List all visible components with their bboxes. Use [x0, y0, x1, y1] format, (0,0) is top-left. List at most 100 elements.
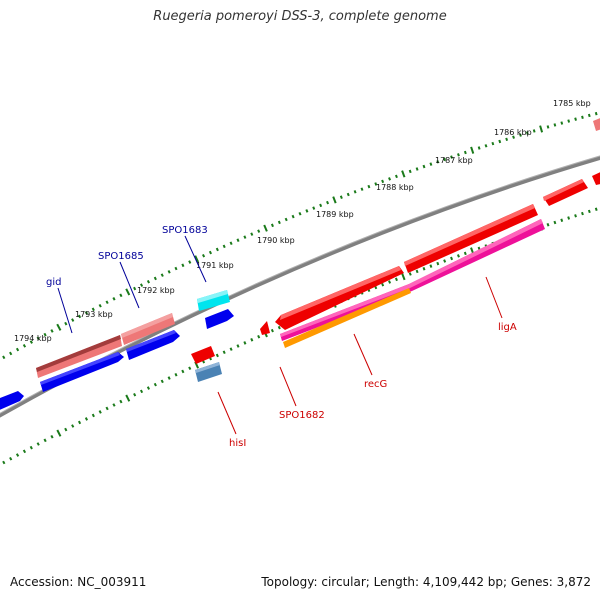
scale-tick [450, 256, 454, 261]
scale-tick [257, 334, 261, 339]
scale-tick [284, 217, 288, 222]
scale-tick [443, 259, 447, 263]
accession-text: Accession: NC_003911 [10, 575, 147, 589]
scale-tick [257, 229, 261, 233]
scale-tick [484, 144, 488, 148]
scale-tick [470, 146, 475, 154]
scale-tick [91, 413, 95, 418]
scale-tick [201, 253, 206, 258]
scale-tick [188, 366, 192, 371]
scale-tick [153, 382, 157, 387]
gene-pink-right [593, 118, 600, 131]
scale-tick [394, 174, 398, 179]
scale-tick [408, 272, 412, 276]
scale-tick [215, 247, 219, 252]
scale-tick [567, 216, 571, 220]
gene-red-right-2 [592, 172, 600, 185]
tick-label-1786: 1786 kbp [494, 128, 532, 137]
gene-steel [195, 362, 222, 382]
scale-tick [291, 214, 295, 219]
scale-tick [381, 179, 385, 184]
scale-tick [208, 250, 213, 255]
scale-tick [456, 254, 460, 258]
scale-tick [181, 263, 185, 268]
genome-summary-text: Topology: circular; Length: 4,109,442 bp… [261, 575, 591, 589]
scale-tick [388, 280, 392, 284]
scale-tick [98, 303, 102, 308]
scale-tick [222, 244, 226, 249]
scale-tick [298, 211, 302, 216]
scale-tick [2, 460, 6, 465]
scale-tick [146, 279, 151, 284]
gene-label-ligA: ligA [498, 322, 517, 333]
scale-tick [160, 273, 164, 277]
scale-tick [346, 192, 350, 197]
scale-tick [167, 376, 171, 380]
outer-scale-ring [2, 111, 598, 360]
scale-tick [539, 125, 544, 133]
scale-tick [505, 137, 509, 142]
scale-tick [139, 283, 144, 287]
scale-tick [174, 372, 178, 377]
scale-tick [133, 392, 137, 397]
scale-tick [22, 449, 27, 454]
scale-tick [9, 351, 13, 356]
scale-tick [360, 187, 364, 191]
gene-blue-1 [40, 352, 124, 392]
tick-label-1791: 1791 kbp [196, 261, 234, 270]
scale-tick [532, 129, 536, 133]
scale-tick [112, 297, 116, 301]
label-connectors [57, 235, 503, 435]
scale-tick [443, 157, 447, 162]
scale-tick [15, 453, 20, 457]
scale-tick [125, 288, 131, 296]
tick-label-1787: 1787 kbp [435, 156, 473, 165]
scale-tick [422, 164, 426, 169]
tick-label-1792: 1792 kbp [137, 286, 175, 295]
scale-tick [181, 369, 185, 374]
forward-strand-genes [0, 118, 600, 410]
scale-tick [415, 269, 419, 274]
scale-tick [270, 223, 274, 228]
scale-tick [429, 264, 433, 268]
scale-tick [326, 200, 330, 205]
scale-tick [587, 209, 591, 214]
scale-tick [312, 206, 316, 210]
scale-tick [229, 347, 233, 351]
scale-tick [167, 270, 171, 274]
scale-tick [519, 133, 522, 137]
scale-tick [422, 266, 426, 271]
scale-tick [436, 160, 440, 164]
scale-tick [119, 399, 123, 404]
scale-tick [353, 190, 357, 194]
scale-tick [119, 293, 123, 298]
scale-tick [243, 235, 247, 239]
scale-tick [56, 429, 62, 437]
scale-tick [133, 286, 137, 291]
scale-tick [263, 224, 268, 232]
gene-spo1682 [260, 321, 270, 335]
scale-tick [125, 394, 131, 402]
scale-tick [229, 241, 233, 246]
scale-tick [250, 338, 254, 342]
scale-tick [546, 222, 550, 227]
scale-tick [339, 195, 343, 199]
scale-tick [408, 169, 412, 174]
scale-tick [64, 427, 68, 432]
scale-tick [250, 232, 254, 236]
scale-tick [91, 307, 95, 312]
scale-tick [450, 155, 453, 159]
scale-tick [188, 260, 192, 264]
scale-tick [429, 162, 433, 166]
scale-tick [498, 139, 502, 144]
gene-red-right-1 [543, 179, 588, 206]
gene-recG [283, 288, 411, 348]
gene-labels: gid SPO1685 SPO1683 hisI SPO1682 recG li… [46, 225, 517, 449]
scale-tick [401, 170, 406, 178]
scale-tick [153, 276, 157, 281]
scale-tick [594, 111, 598, 116]
scale-tick [77, 314, 82, 319]
tick-label-1789: 1789 kbp [316, 210, 354, 219]
scale-tick [560, 218, 564, 222]
scale-tick [43, 438, 47, 443]
